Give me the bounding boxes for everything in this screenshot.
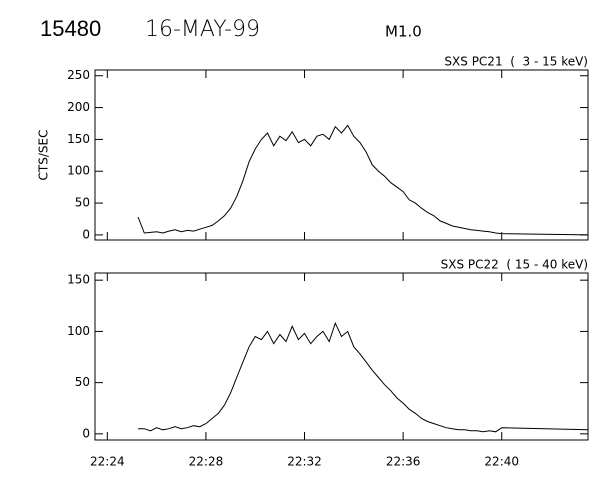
y-axis-label: CTS/SEC xyxy=(37,130,51,181)
plot-frame xyxy=(94,69,589,241)
y-tick-label: 100 xyxy=(67,164,90,178)
x-tick-label: 22:28 xyxy=(189,455,224,469)
x-tick-label: 22:40 xyxy=(484,455,519,469)
y-tick-label: 150 xyxy=(67,273,90,287)
data-line xyxy=(137,124,589,236)
y-tick-label: 50 xyxy=(75,196,90,210)
flare-class: M1.0 xyxy=(385,23,422,41)
panel-title: SXS PC21 ( 3 - 15 keV) xyxy=(444,55,588,69)
x-tick-label: 22:24 xyxy=(90,455,125,469)
y-tick-label: 100 xyxy=(67,324,90,338)
y-tick-label: 0 xyxy=(82,227,90,241)
panel-title: SXS PC22 ( 15 - 40 keV) xyxy=(441,258,588,272)
y-tick-label: 200 xyxy=(67,100,90,114)
y-tick-label: 50 xyxy=(75,375,90,389)
event-id: 15480 xyxy=(40,16,101,41)
y-tick-label: 150 xyxy=(67,132,90,146)
y-tick-label: 250 xyxy=(67,68,90,82)
x-tick-label: 22:36 xyxy=(386,455,421,469)
x-tick-label: 22:32 xyxy=(287,455,322,469)
event-date: 16-MAY-99 xyxy=(145,17,260,42)
data-line xyxy=(138,321,589,433)
plot-frame xyxy=(94,272,589,441)
y-tick-label: 0 xyxy=(82,426,90,440)
